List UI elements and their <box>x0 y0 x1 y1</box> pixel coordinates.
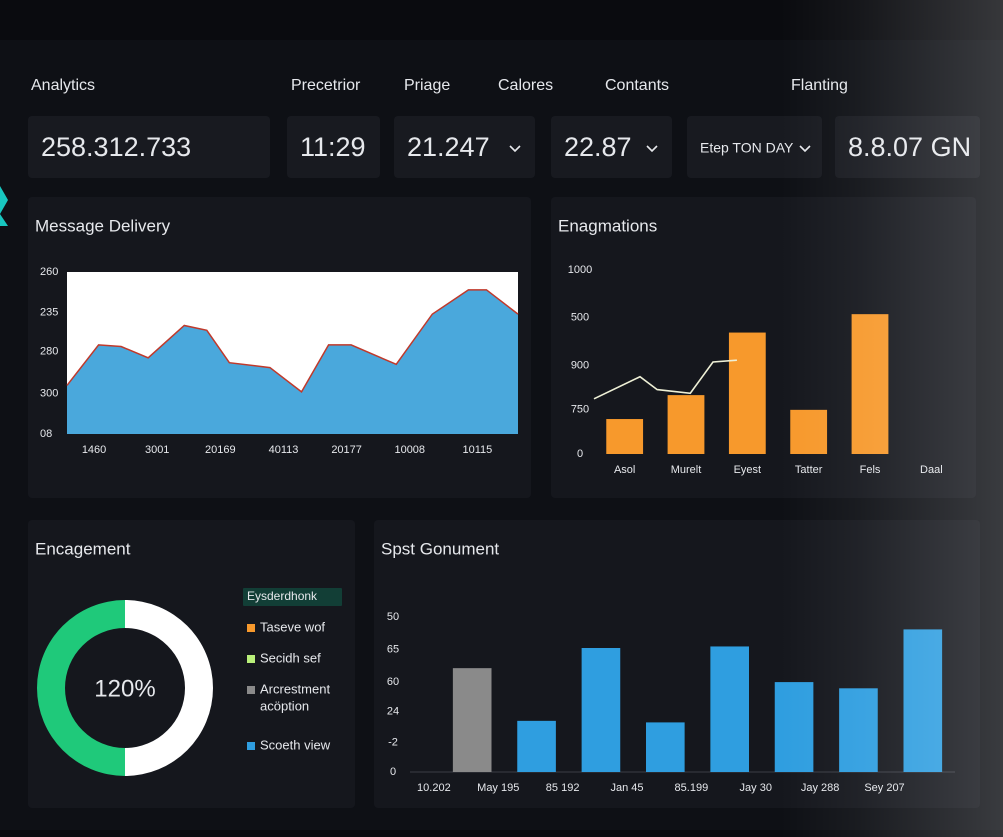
y-tick-label: 300 <box>40 387 58 399</box>
y-tick-label: 08 <box>40 428 52 440</box>
donut-slice <box>125 600 213 776</box>
stat-value: Etep TON DAY <box>700 140 794 156</box>
stat-box[interactable] <box>394 116 535 178</box>
x-tick-label: Eyest <box>734 464 762 476</box>
stat-label: Analytics <box>31 77 95 94</box>
bar <box>903 629 943 772</box>
x-tick-label: 10008 <box>394 444 425 456</box>
stat-label: Contants <box>605 77 669 94</box>
bar <box>606 419 644 454</box>
dropdown-chevron[interactable] <box>509 145 521 153</box>
y-tick-label: 500 <box>571 312 589 324</box>
x-tick-label: 10115 <box>463 444 493 456</box>
legend-label: Eysderdhonk <box>247 589 318 603</box>
x-tick-label: Tatter <box>795 464 823 476</box>
stat-value: 22.87 <box>564 132 632 162</box>
stat-value: 8.8.07 GN <box>848 132 971 162</box>
legend-highlight[interactable] <box>243 588 342 606</box>
area-line <box>66 289 519 393</box>
x-tick-label: 10.202 <box>417 782 451 794</box>
x-tick-label: Jay 30 <box>740 782 772 794</box>
bar <box>710 646 749 772</box>
y-tick-label: 50 <box>387 611 399 623</box>
bar <box>667 395 705 454</box>
bar <box>646 722 685 772</box>
bar <box>517 720 556 772</box>
y-tick-label: 0 <box>577 448 583 460</box>
legend-swatch <box>247 655 255 663</box>
panel-title: Spst Gonument <box>381 539 499 558</box>
stat-label: Precetrior <box>291 77 361 94</box>
x-tick-label: Asol <box>614 464 635 476</box>
panel-title: Enagmations <box>558 216 657 235</box>
stat-label: Priage <box>404 77 450 94</box>
x-tick-label: May 195 <box>477 782 519 794</box>
area <box>67 289 518 434</box>
legend-swatch <box>247 742 255 750</box>
x-tick-label: 40113 <box>269 444 299 456</box>
y-tick-label: 260 <box>40 266 58 278</box>
y-tick-label: 1000 <box>568 264 592 276</box>
legend-label: Secidh sef <box>260 650 321 665</box>
x-tick-label: 85 192 <box>546 782 580 794</box>
x-tick-label: 20169 <box>205 444 236 456</box>
x-tick-label: 20177 <box>331 444 362 456</box>
x-tick-label: Daal <box>920 464 943 476</box>
stat-label: Calores <box>498 77 553 94</box>
y-tick-label: 60 <box>387 676 399 688</box>
panel-title: Encagement <box>35 539 131 558</box>
x-tick-label: Jay 288 <box>801 782 840 794</box>
x-tick-label: Murelt <box>671 464 702 476</box>
y-tick-label: 65 <box>387 643 399 655</box>
legend-label: Scoeth view <box>260 737 331 752</box>
line <box>593 359 737 400</box>
legend-label: acöption <box>260 698 309 713</box>
legend-swatch <box>247 624 255 632</box>
stat-value: 21.247 <box>407 132 490 162</box>
panel-title: Message Delivery <box>35 216 171 235</box>
donut-center-label: 120% <box>94 675 155 702</box>
y-tick-label: -2 <box>388 736 398 748</box>
bar <box>774 682 814 772</box>
dropdown-chevron[interactable] <box>646 145 658 153</box>
bar <box>851 314 889 454</box>
y-tick-label: 0 <box>390 766 396 778</box>
legend-label: Taseve wof <box>260 619 325 634</box>
bar <box>790 409 828 454</box>
stat-label: Flanting <box>791 77 848 94</box>
y-tick-label: 24 <box>387 705 399 717</box>
y-tick-label: 235 <box>40 306 58 318</box>
bar <box>728 332 766 454</box>
x-tick-label: 1460 <box>82 444 106 456</box>
y-tick-label: 280 <box>40 345 58 357</box>
donut-slice <box>37 600 125 776</box>
x-tick-label: Sey 207 <box>864 782 904 794</box>
x-tick-label: Fels <box>860 464 881 476</box>
bar <box>452 668 492 772</box>
y-tick-label: 750 <box>571 404 589 416</box>
stat-box[interactable] <box>551 116 672 178</box>
bar <box>839 688 878 772</box>
bar <box>581 648 621 772</box>
legend-swatch <box>247 686 255 694</box>
stat-value: 258.312.733 <box>41 132 191 162</box>
side-handle[interactable] <box>0 186 8 226</box>
stat-box <box>28 116 270 178</box>
legend-label: Arcrestment <box>260 681 330 696</box>
stat-value: 11:29 <box>300 132 366 162</box>
x-tick-label: 3001 <box>145 444 169 456</box>
x-tick-label: Jan 45 <box>610 782 643 794</box>
stat-box <box>287 116 380 178</box>
x-tick-label: 85.199 <box>675 782 709 794</box>
y-tick-label: 900 <box>571 360 589 372</box>
